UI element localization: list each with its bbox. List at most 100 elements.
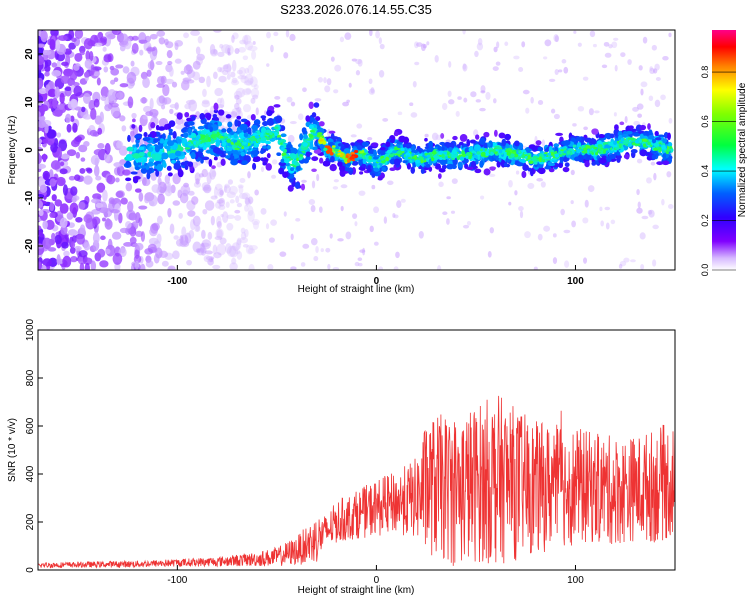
heat-cell-2396: [428, 140, 434, 148]
heat-cell-286: [59, 203, 69, 214]
heat-cell-608: [94, 42, 103, 47]
heat-cell-2418: [162, 133, 166, 140]
heat-cell-860: [49, 212, 56, 218]
heat-cell-741: [227, 179, 234, 185]
heat-cell-482: [223, 185, 231, 194]
heat-cell-3494: [407, 157, 412, 160]
heat-cell-1214: [267, 264, 274, 270]
heat-cell-1968: [489, 166, 497, 170]
heat-cell-767: [39, 184, 48, 194]
heat-cell-3392: [413, 154, 418, 159]
heat-cell-884: [169, 103, 179, 109]
heat-cell-1971: [227, 121, 233, 128]
heat-cell-1889: [441, 164, 447, 170]
y-tick-label-2: 0: [24, 147, 35, 153]
heat-cell-865: [122, 169, 131, 176]
heat-cell-527: [96, 77, 101, 86]
heat-cell-470: [42, 237, 52, 250]
heat-cell-1004: [313, 255, 319, 262]
heat-cell-2600: [380, 149, 386, 156]
heat-cell-1170: [393, 214, 399, 219]
heat-cell-132: [214, 87, 223, 97]
heat-cell-2718: [529, 168, 534, 177]
heat-cell-1241: [583, 126, 588, 131]
heat-cell-184: [217, 188, 224, 198]
heat-cell-2671: [379, 147, 386, 151]
heat-cell-852: [83, 175, 93, 185]
heat-cell-2537: [381, 166, 386, 172]
heat-cell-2526: [147, 161, 154, 167]
heat-cell-966: [577, 42, 582, 47]
heat-cell-3491: [377, 164, 380, 169]
heat-cell-3503: [638, 138, 642, 144]
heat-cell-1606: [130, 171, 138, 175]
heat-cell-3429: [384, 153, 389, 158]
heat-cell-762: [38, 55, 45, 66]
heat-cell-2814: [125, 153, 133, 161]
spectrogram-y-axis: -20 -10 0 10 20: [24, 48, 43, 253]
heat-cell-1063: [285, 30, 290, 38]
heat-cell-716: [195, 248, 201, 253]
heat-cell-1883: [252, 162, 257, 171]
snr-x-label: Height of straight line (km): [298, 585, 415, 596]
heat-cell-3389: [590, 145, 595, 149]
heat-cell-2103: [503, 133, 512, 141]
heat-cell-1132: [219, 189, 224, 196]
heat-cell-1093: [508, 201, 512, 206]
heat-cell-2612: [318, 121, 325, 127]
heat-cell-634: [119, 227, 129, 234]
heat-cell-176: [172, 200, 181, 206]
heat-cell-3258: [458, 150, 462, 154]
heat-cell-3547: [273, 126, 279, 129]
heat-cell-143: [161, 260, 169, 267]
heat-cell-412: [140, 97, 148, 104]
heat-cell-117: [251, 50, 257, 60]
heat-cell-1246: [273, 31, 279, 37]
heat-cell-1081: [554, 35, 559, 43]
heat-cell-1107: [301, 179, 307, 183]
heat-cell-371: [204, 200, 215, 211]
heat-cell-1953: [420, 168, 425, 174]
heat-cell-1068: [234, 209, 241, 214]
heat-cell-2578: [294, 181, 301, 190]
heat-cell-284: [233, 90, 243, 99]
heat-cell-701: [58, 103, 65, 110]
heat-cell-802: [38, 138, 43, 145]
heat-cell-3441: [576, 148, 580, 154]
heat-cell-1219: [457, 96, 462, 100]
heat-cell-932: [348, 82, 352, 88]
heat-cell-1224: [370, 87, 375, 94]
heat-cell-5: [79, 45, 86, 54]
heat-cell-943: [636, 158, 643, 164]
heat-cell-831: [158, 250, 168, 258]
heat-cell-3527: [347, 159, 351, 163]
heat-cell-1110: [660, 94, 666, 101]
heat-cell-2084: [132, 118, 136, 123]
heat-cell-1916: [197, 125, 205, 130]
heat-cell-760: [83, 140, 90, 147]
heat-cell-1203: [543, 225, 551, 232]
heat-cell-3436: [586, 149, 590, 154]
heat-cell-113: [54, 199, 63, 207]
heat-cell-692: [192, 71, 201, 81]
heat-cell-2780: [544, 165, 552, 170]
heat-cell-908: [525, 107, 530, 114]
heat-cell-869: [38, 152, 41, 164]
heat-cell-918: [329, 233, 333, 239]
heat-cell-1236: [271, 159, 278, 165]
snr-panel: -100 0 100 0 200 400 600 800 1000 Height of str…: [7, 318, 676, 596]
heat-cell-2769: [599, 157, 607, 164]
heat-cell-1868: [140, 165, 147, 169]
heat-cell-1116: [378, 37, 382, 45]
heat-cell-882: [119, 44, 126, 52]
heat-cell-1234: [418, 230, 424, 239]
heat-cell-2585: [225, 114, 232, 119]
heat-cell-2374: [262, 162, 267, 166]
heat-cell-2756: [344, 142, 350, 149]
heat-cell-1245: [424, 133, 429, 138]
heat-cell-341: [134, 230, 144, 238]
heat-cell-871: [61, 61, 69, 66]
heat-cell-1073: [414, 41, 419, 49]
heat-cell-1027: [558, 69, 563, 73]
heat-cell-3280: [419, 155, 423, 160]
